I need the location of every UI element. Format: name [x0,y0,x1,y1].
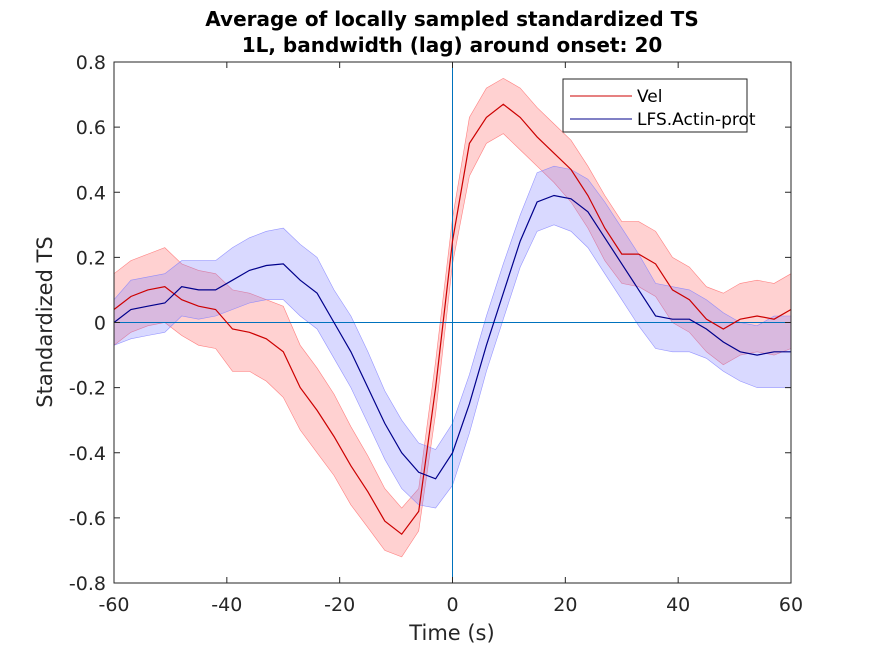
x-tick-label: 20 [553,594,577,616]
y-tick-label: -0.8 [69,573,106,595]
line-lfs-actin-prot [113,194,791,480]
x-axis-ticks: -60 -40 -20 0 20 40 60 [98,62,803,616]
y-tick-label: 0.4 [76,182,106,204]
x-tick-label: -40 [211,594,242,616]
legend: Vel LFS.Actin-prot [562,78,756,133]
y-tick-label: 0.6 [76,117,106,139]
y-axis-ticks: -0.8 -0.6 -0.4 -0.2 0 0.2 0.4 0.6 0.8 [69,52,791,595]
legend-label-vel: Vel [637,87,663,107]
x-tick-label: -20 [324,594,355,616]
legend-label-lfs-actin-prot: LFS.Actin-prot [637,110,756,130]
x-tick-label: 0 [446,594,458,616]
x-tick-label: 60 [779,594,803,616]
x-axis-label: Time (s) [408,621,494,645]
x-tick-label: 40 [666,594,690,616]
y-tick-label: -0.2 [69,378,106,400]
y-axis-label: Standardized TS [33,236,57,407]
line-vel [113,103,792,536]
y-tick-label: 0.8 [76,52,106,74]
x-tick-label: -60 [98,594,129,616]
chart-title: Average of locally sampled standardized … [205,7,698,31]
series-lines [113,103,792,536]
legend-box [562,78,748,133]
y-tick-label: -0.6 [69,508,106,530]
y-tick-label: 0 [94,313,106,335]
y-tick-label: -0.4 [69,443,106,465]
chart-subtitle: 1L, bandwidth (lag) around onset: 20 [242,33,663,57]
y-tick-label: 0.2 [76,247,106,269]
